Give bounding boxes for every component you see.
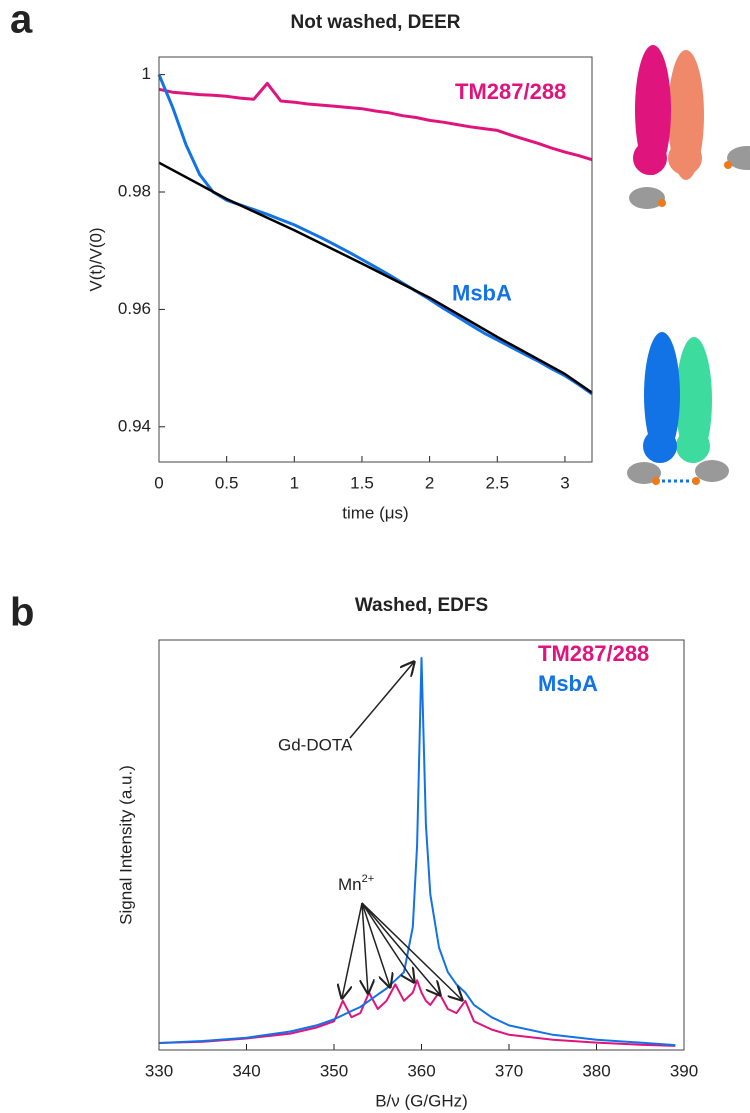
panel-label: a [10, 0, 33, 42]
data-line [158, 979, 676, 1047]
annotation-superscript: 2+ [362, 873, 375, 885]
y-tick-label: 0.94 [118, 416, 151, 435]
annotation: Mn2+ [338, 873, 374, 895]
series-label: TM287/288 [455, 79, 566, 104]
annotation-arrows [342, 662, 462, 1000]
plot-frame [158, 639, 685, 1051]
plot-frame [158, 56, 593, 463]
y-axis-label: Signal Intensity (a.u.) [116, 765, 135, 925]
x-tick-label: 340 [232, 1061, 260, 1080]
chart-title: Not washed, DEER [291, 12, 461, 33]
x-tick-label: 330 [145, 1061, 173, 1080]
panel-label: b [10, 591, 34, 635]
y-axis-label: V(t)/V(0) [86, 227, 105, 291]
x-tick-label: 370 [495, 1061, 523, 1080]
y-tick-label: 0.96 [118, 299, 151, 318]
x-tick-label: 3 [560, 473, 569, 492]
x-tick-label: 2.5 [485, 473, 509, 492]
x-tick-label: 0.5 [215, 473, 239, 492]
series-label: MsbA [538, 671, 598, 696]
x-tick-label: 380 [582, 1061, 610, 1080]
y-tick-label: 0.98 [118, 181, 151, 200]
series-label: MsbA [452, 281, 512, 306]
fit-line [158, 161, 593, 394]
annotation: Mn [338, 875, 362, 894]
y-tick-label: 1 [142, 64, 151, 83]
x-tick-label: 390 [670, 1061, 698, 1080]
x-axis-label: time (μs) [342, 503, 408, 522]
x-tick-label: 1 [290, 473, 299, 492]
x-tick-label: 2 [425, 473, 434, 492]
x-tick-label: 0 [154, 473, 163, 492]
data-line [157, 74, 593, 396]
series-label: TM287/288 [538, 641, 649, 666]
x-tick-label: 350 [320, 1061, 348, 1080]
data-line [158, 81, 593, 162]
data-line [158, 657, 676, 1047]
annotation: Gd-DOTA [278, 735, 353, 754]
x-tick-label: 1.5 [350, 473, 374, 492]
x-tick-label: 360 [407, 1061, 435, 1080]
chart-title: Washed, EDFS [355, 595, 488, 616]
x-axis-label: B/ν (G/GHz) [375, 1091, 468, 1110]
cartoon-tm [629, 45, 750, 209]
cartoon-msba [627, 332, 729, 485]
